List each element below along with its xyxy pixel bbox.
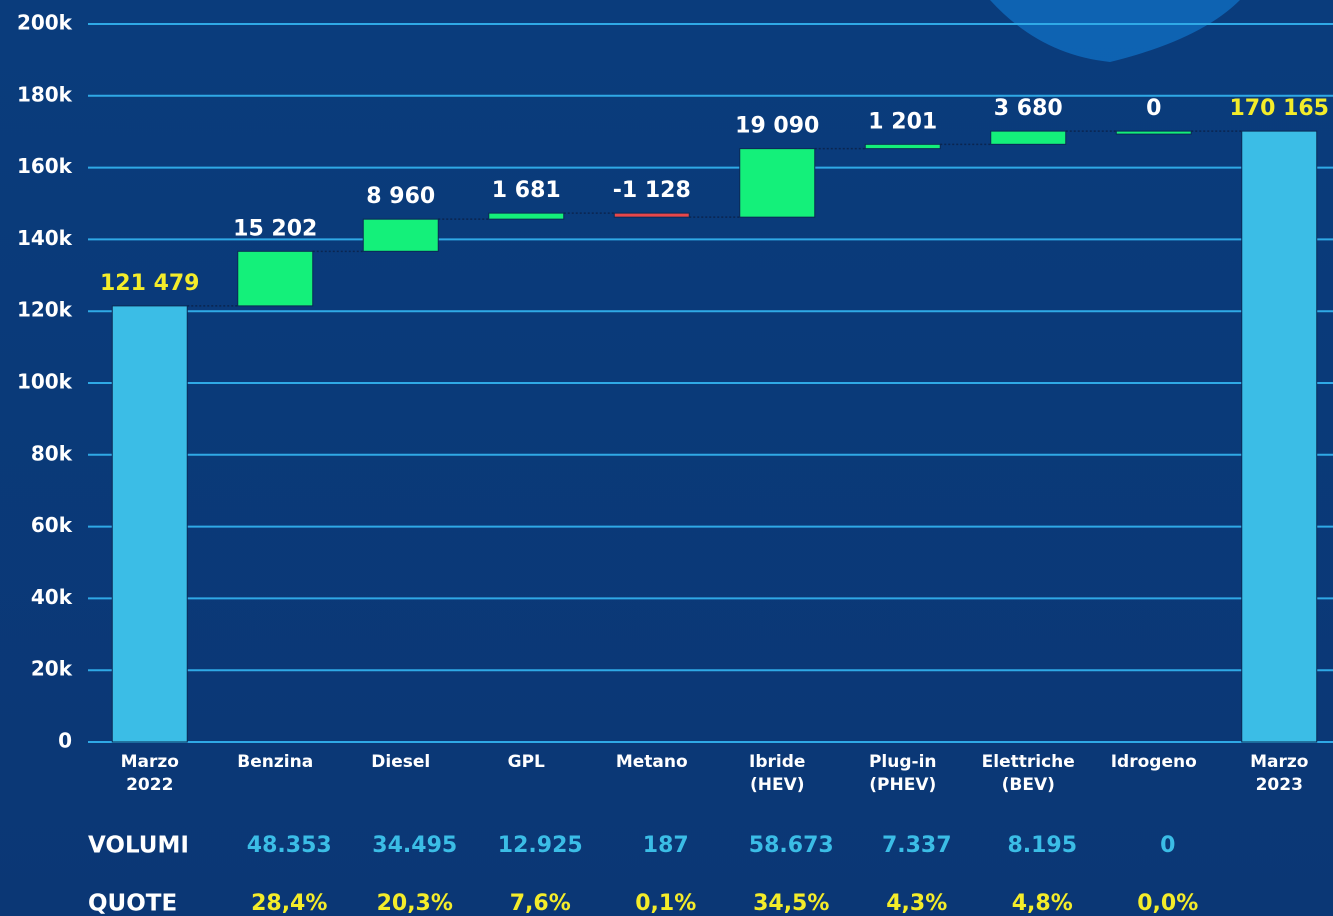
table-cell: 0,0% [1137, 891, 1198, 916]
table-cell: 0 [1160, 833, 1175, 858]
bar [238, 251, 313, 306]
chart: 0 20k 40k 60k 80k 100k 120k 140k 160k 180k 200k 121… [0, 0, 1333, 916]
table-cell: 58.673 [749, 833, 834, 858]
value-label: 19 090 [735, 114, 819, 139]
bar [865, 144, 940, 148]
table-cell: 0,1% [635, 891, 696, 916]
x-tick-label: Metano [616, 752, 688, 772]
value-label: 121 479 [100, 271, 200, 296]
x-tick-label: Idrogeno [1111, 752, 1197, 772]
value-label: 1 681 [492, 178, 561, 203]
table-cell: 28,4% [251, 891, 327, 916]
x-tick-label: Diesel [371, 752, 430, 772]
bar [1242, 131, 1317, 742]
bar [740, 149, 815, 218]
bar [1116, 131, 1191, 134]
y-tick-label: 140k [17, 226, 73, 250]
x-tick-label: Benzina [237, 752, 313, 772]
value-label: 8 960 [366, 184, 435, 209]
bar [363, 219, 438, 251]
y-tick-label: 20k [31, 657, 73, 681]
value-label: 0 [1146, 96, 1161, 121]
table-row-label: VOLUMI [88, 833, 189, 859]
x-tick-label: GPL [508, 752, 545, 772]
y-tick-label: 0 [58, 729, 72, 753]
table-cell: 8.195 [1007, 833, 1077, 858]
bar [112, 306, 187, 742]
bar [489, 213, 564, 219]
table-cell: 4,8% [1012, 891, 1073, 916]
table-cell: 34,5% [753, 891, 829, 916]
y-tick-label: 200k [17, 11, 73, 35]
table-cell: 7,6% [510, 891, 571, 916]
table-cell: 34.495 [372, 833, 457, 858]
bar [614, 213, 689, 217]
bar [991, 131, 1066, 144]
table-cell: 187 [643, 833, 689, 858]
table-cell: 20,3% [377, 891, 453, 916]
y-tick-label: 160k [17, 154, 73, 178]
table-cell: 48.353 [247, 833, 332, 858]
value-label: 3 680 [994, 96, 1063, 121]
value-label: 15 202 [233, 216, 317, 241]
y-tick-label: 80k [31, 441, 73, 465]
table-cell: 12.925 [498, 833, 583, 858]
table-cell: 7.337 [882, 833, 952, 858]
y-tick-label: 100k [17, 370, 73, 394]
value-label: -1 128 [613, 178, 691, 203]
table-row-label: QUOTE [88, 891, 177, 916]
y-tick-label: 120k [17, 298, 73, 322]
y-tick-label: 180k [17, 82, 73, 106]
y-tick-label: 60k [31, 513, 73, 537]
value-label: 170 165 [1229, 96, 1329, 121]
table-cell: 4,3% [886, 891, 947, 916]
background [0, 0, 1333, 916]
value-label: 1 201 [868, 109, 937, 134]
y-tick-label: 40k [31, 585, 73, 609]
